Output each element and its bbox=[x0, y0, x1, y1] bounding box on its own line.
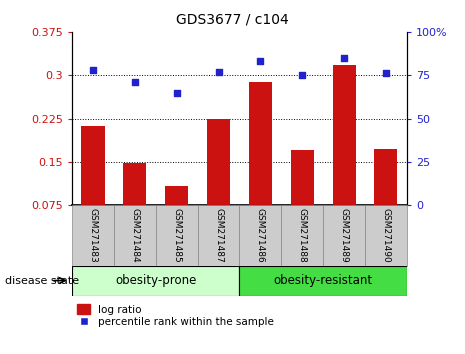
Bar bbox=[72, 266, 239, 296]
Bar bbox=[332, 65, 356, 249]
Bar bbox=[239, 205, 281, 266]
Bar bbox=[291, 150, 314, 249]
Point bbox=[89, 67, 97, 73]
Text: disease state: disease state bbox=[5, 275, 79, 286]
Bar bbox=[72, 205, 114, 266]
Text: GSM271488: GSM271488 bbox=[298, 208, 307, 263]
Point bbox=[382, 71, 390, 76]
Text: GSM271485: GSM271485 bbox=[172, 208, 181, 263]
Text: obesity-prone: obesity-prone bbox=[115, 274, 196, 287]
Text: GSM271490: GSM271490 bbox=[381, 208, 391, 263]
Text: GSM271487: GSM271487 bbox=[214, 208, 223, 263]
Text: obesity-resistant: obesity-resistant bbox=[273, 274, 373, 287]
Bar bbox=[323, 205, 365, 266]
Point bbox=[340, 55, 348, 61]
Bar bbox=[207, 119, 230, 249]
Point bbox=[131, 79, 139, 85]
Bar bbox=[156, 205, 198, 266]
Text: GSM271489: GSM271489 bbox=[339, 208, 349, 263]
Bar bbox=[123, 163, 146, 249]
Bar bbox=[114, 205, 156, 266]
Bar bbox=[365, 205, 407, 266]
Point bbox=[173, 90, 180, 96]
Bar bbox=[81, 126, 105, 249]
Text: GDS3677 / c104: GDS3677 / c104 bbox=[176, 12, 289, 27]
Point bbox=[215, 69, 222, 75]
Text: GSM271484: GSM271484 bbox=[130, 208, 140, 263]
Bar bbox=[374, 149, 398, 249]
Bar bbox=[165, 186, 188, 249]
Legend: log ratio, percentile rank within the sample: log ratio, percentile rank within the sa… bbox=[77, 304, 274, 327]
Point bbox=[299, 73, 306, 78]
Bar bbox=[281, 205, 323, 266]
Bar bbox=[249, 82, 272, 249]
Bar bbox=[239, 266, 407, 296]
Point bbox=[257, 58, 264, 64]
Text: GSM271486: GSM271486 bbox=[256, 208, 265, 263]
Bar bbox=[198, 205, 239, 266]
Text: GSM271483: GSM271483 bbox=[88, 208, 98, 263]
